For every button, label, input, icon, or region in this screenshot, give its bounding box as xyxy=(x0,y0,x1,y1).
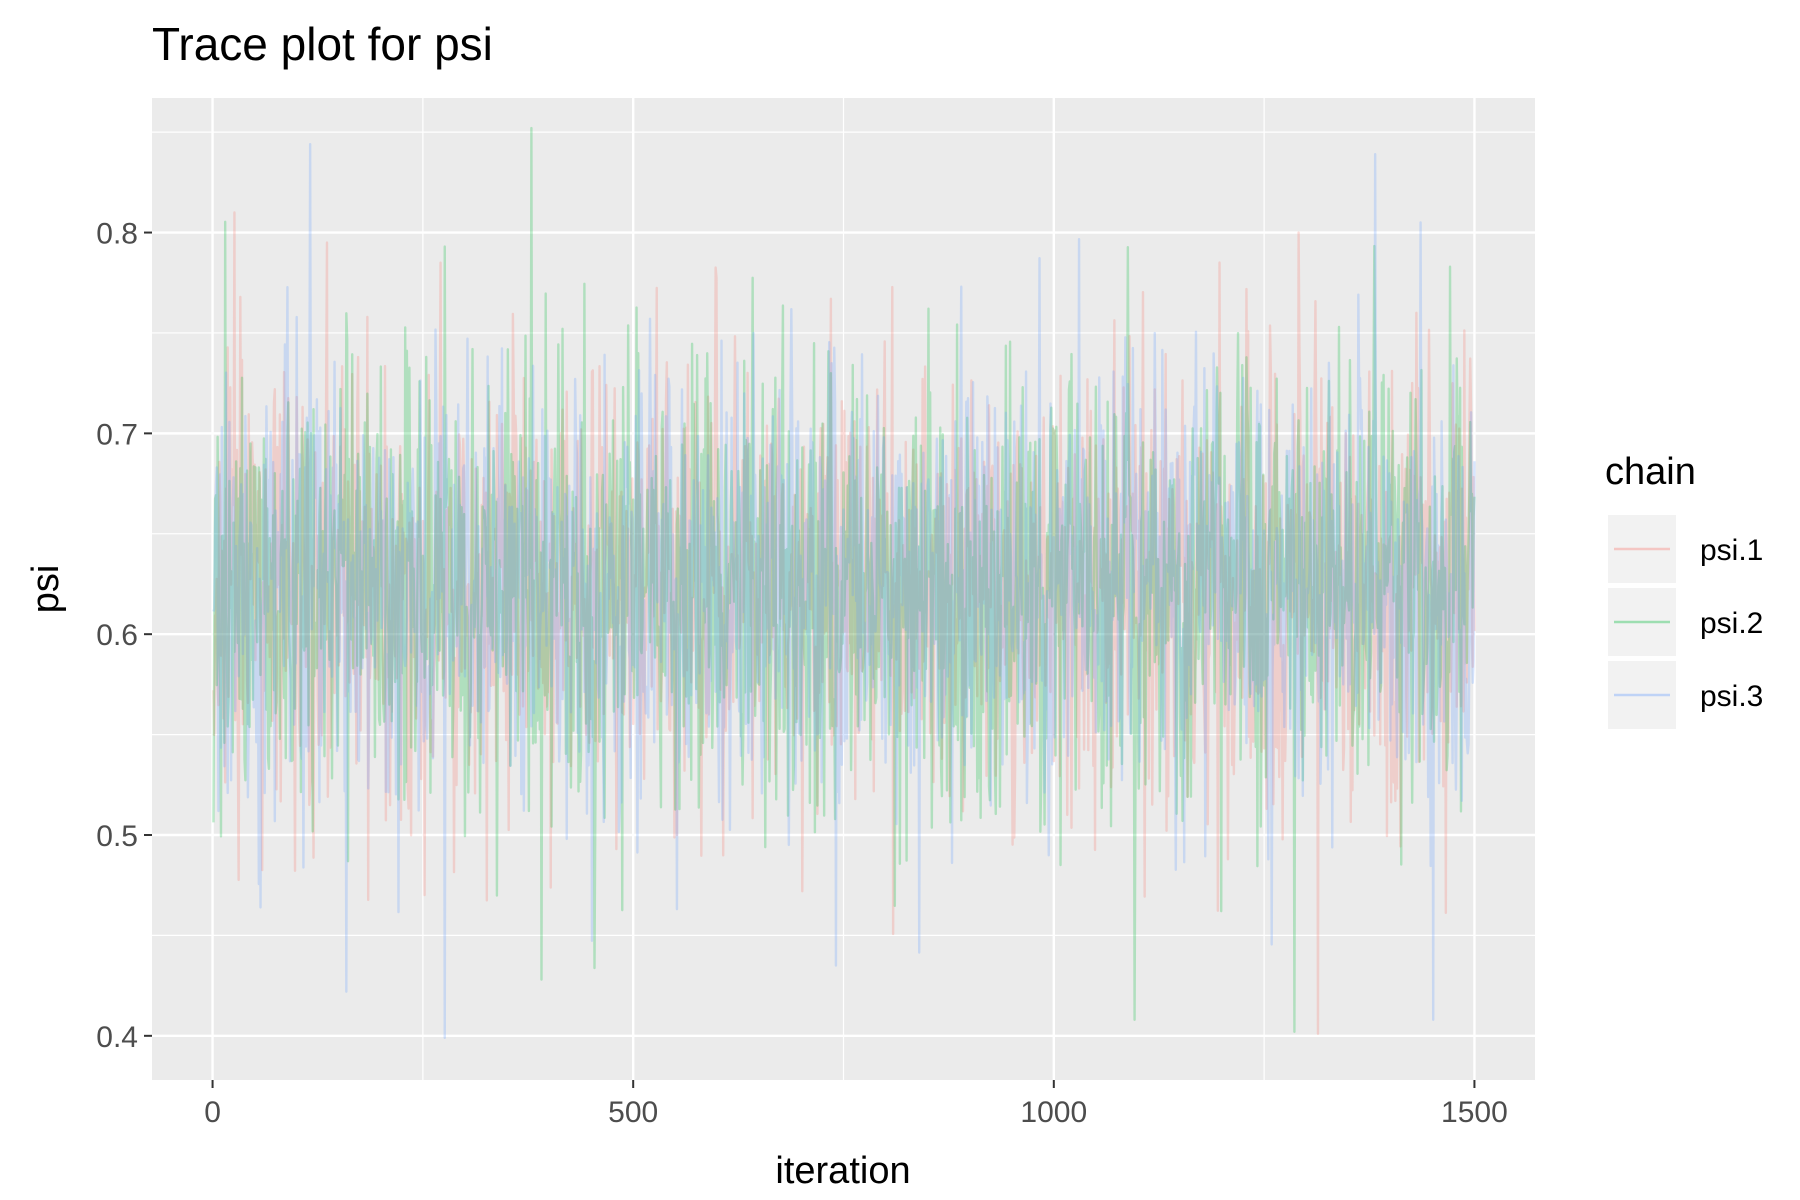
legend-key-psi-1 xyxy=(1608,515,1676,583)
legend-key-psi-3 xyxy=(1608,661,1676,729)
y-tick-label: 0.4 xyxy=(96,1021,138,1054)
y-tick-label: 0.6 xyxy=(96,619,138,652)
y-tick-label: 0.7 xyxy=(96,418,138,451)
x-axis: 0 500 1000 1500 xyxy=(204,1080,1508,1129)
grid-major xyxy=(152,98,1535,1080)
y-tick-label: 0.5 xyxy=(96,820,138,853)
legend-label: psi.1 xyxy=(1700,534,1763,567)
x-tick-label: 1500 xyxy=(1441,1096,1508,1129)
y-axis-title: psi xyxy=(25,565,67,614)
legend-key-psi-2 xyxy=(1608,588,1676,656)
series-line-psi-2 xyxy=(212,126,1476,1033)
series-line-psi-3 xyxy=(212,142,1476,1040)
grid-minor xyxy=(152,98,1535,1080)
x-tick-label: 500 xyxy=(608,1096,658,1129)
chart-title: Trace plot for psi xyxy=(152,18,493,70)
series-layer xyxy=(212,126,1476,1040)
legend-label: psi.3 xyxy=(1700,680,1763,713)
legend-label: psi.2 xyxy=(1700,607,1763,640)
x-tick-label: 0 xyxy=(204,1096,221,1129)
legend-title: chain xyxy=(1605,451,1696,493)
y-tick-label: 0.8 xyxy=(96,218,138,251)
y-axis: 0.4 0.5 0.6 0.7 0.8 xyxy=(96,218,152,1054)
x-axis-title: iteration xyxy=(775,1150,910,1192)
legend: chain psi.1 psi.2 psi.3 xyxy=(1605,451,1763,729)
series-line-psi-1 xyxy=(212,211,1476,1036)
x-tick-label: 1000 xyxy=(1020,1096,1087,1129)
